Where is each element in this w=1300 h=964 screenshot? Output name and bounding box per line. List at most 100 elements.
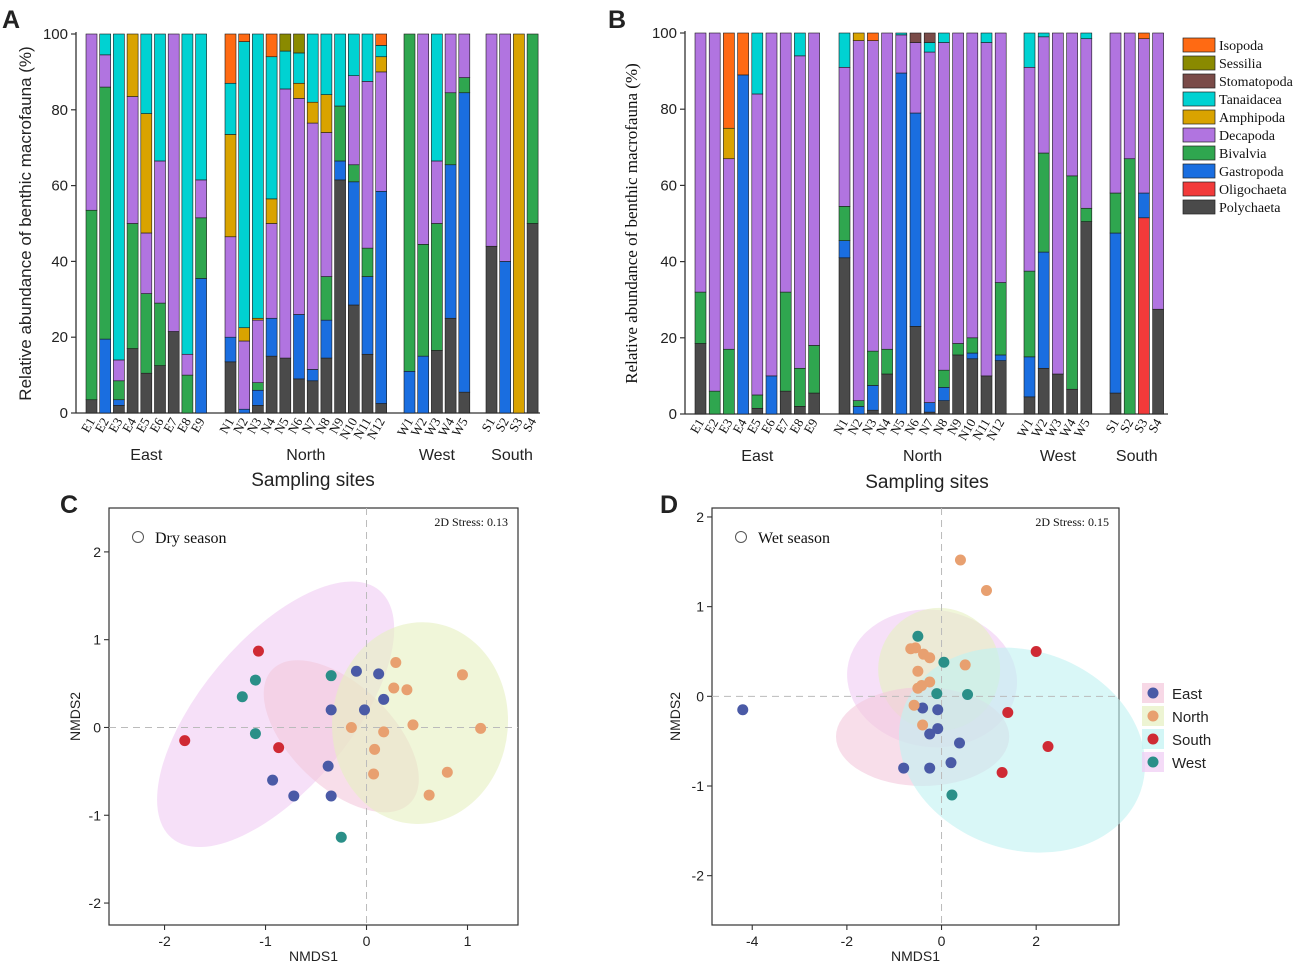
bar-segment-e1-bivalvia (694, 291, 707, 344)
x-tick-label-s4: S4 (1145, 416, 1165, 436)
point-east (945, 757, 957, 769)
x-tick-label-e3: E3 (715, 416, 735, 436)
bar-segment-n5-decapoda (279, 88, 292, 359)
x-tick-label-e8: E8 (786, 416, 806, 436)
bar-segment-n10-decapoda (966, 32, 979, 339)
bar-segment-n4-polychaeta (265, 355, 278, 414)
x-tick-label-e5: E5 (744, 416, 764, 436)
x-tick-label-n8: N8 (312, 415, 333, 436)
bar-segment-n8-gastropoda (938, 387, 950, 401)
legend-label-decapoda: Decapoda (1219, 129, 1276, 144)
bar-segment-n2-bivalvia (852, 400, 865, 407)
point-west (912, 630, 924, 642)
bar-segment-s1-decapoda (485, 33, 498, 247)
bar-segment-s3-decapoda (1138, 38, 1150, 194)
bar-segment-n11-tanaidacea (980, 32, 993, 43)
bar-segment-e3-isopoda (723, 32, 735, 129)
x-tick-label-n4: N4 (873, 416, 894, 438)
legend-label-stomatopoda: Stomatopoda (1219, 75, 1294, 90)
bar-segment-n7-gastropoda (923, 402, 936, 413)
bar-segment-w2-bivalvia (417, 244, 430, 357)
bar-segment-n1-bivalvia (838, 206, 851, 241)
point-south (996, 767, 1008, 779)
point-east (325, 704, 337, 716)
bar-segment-s4-decapoda (1152, 32, 1164, 310)
stress-label: 2D Stress: 0.13 (434, 515, 508, 529)
x-axis-label: Sampling sites (865, 472, 989, 493)
x-tick-label-n3: N3 (859, 416, 880, 437)
bar-segment-w3-bivalvia (431, 223, 443, 351)
x-tick-label-w5: W5 (449, 415, 471, 439)
bar-segment-w2-tanaidacea (1037, 32, 1050, 38)
bar-segment-w3-polychaeta (1052, 373, 1064, 415)
bar-segment-e5-decapoda (140, 232, 153, 294)
point-north (924, 652, 936, 664)
panel-c-nmds-plot: -2 -1 0 1 -2 -1 0 1 2 NMDS1 NMDS2 Dry season 2D Stre… (67, 507, 519, 964)
group-label-north: North (903, 448, 942, 465)
point-north (916, 680, 928, 692)
bar-segment-e6-tanaidacea (154, 33, 166, 162)
bar-segment-n9-polychaeta (952, 354, 964, 415)
bar-segment-n7-tanaidacea (306, 33, 319, 103)
bar-segment-e5-polychaeta (140, 372, 153, 414)
bar-segment-n10-polychaeta (347, 304, 360, 414)
x-tick-label-s1: S1 (478, 415, 498, 434)
point-east (267, 774, 279, 786)
x-tick-label-n2: N2 (844, 416, 865, 437)
bar-segment-n5-decapoda (895, 34, 908, 74)
bar-segment-w3-tanaidacea (431, 33, 443, 162)
bar-segment-n10-bivalvia (347, 164, 360, 183)
bar-segment-n8-decapoda (938, 42, 950, 371)
bar-segment-n3-gastropoda (867, 385, 879, 411)
bar-segment-w1-bivalvia (1023, 270, 1036, 358)
bar-segment-e7-bivalvia (779, 291, 792, 392)
legend-label-north: North (1172, 709, 1209, 726)
x-tick-label-s2: S2 (492, 415, 512, 434)
point-east (924, 762, 936, 774)
x-axis-label: Sampling sites (251, 470, 375, 491)
bar-segment-w4-polychaeta (1066, 388, 1078, 415)
bar-segment-n2-isopoda (238, 33, 250, 42)
bar-segment-s3-amphipoda (513, 33, 525, 414)
point-east (954, 737, 966, 749)
bar-segment-e8-bivalvia (181, 374, 194, 414)
point-east (373, 668, 385, 680)
x-tick-label-e9: E9 (187, 415, 207, 435)
bar-segment-n1-polychaeta (838, 257, 851, 415)
region-legend: East North South West (1142, 683, 1211, 772)
bar-segment-n7-tanaidacea (923, 42, 936, 53)
bar-segment-n8-decapoda (320, 132, 333, 277)
x-tick-label: -2 (158, 933, 171, 949)
point-east (932, 723, 944, 735)
bar-segment-w3-decapoda (431, 160, 443, 224)
bar-segment-n4-decapoda (881, 32, 893, 350)
bar-segment-w1-gastropoda (1023, 356, 1036, 398)
taxa-legend: Isopoda Sessilia Stomatopoda Tanaidacea Amph… (1182, 37, 1294, 216)
point-north (369, 743, 381, 755)
bar-segment-n5-gastropoda (895, 72, 908, 415)
bar-segment-n2-gastropoda (238, 408, 250, 414)
bar-segment-e9-decapoda (808, 32, 820, 346)
bar-segment-e1-decapoda (85, 33, 98, 211)
x-tick-label-e9: E9 (800, 416, 820, 436)
point-south (273, 742, 285, 754)
bar-segment-n3-bivalvia (252, 382, 264, 391)
bar-segment-w1-bivalvia (403, 33, 416, 372)
bar-segment-n10-bivalvia (966, 337, 979, 354)
bar-segment-w2-decapoda (1037, 36, 1050, 154)
bar-segment-n3-gastropoda (252, 389, 264, 406)
bar-segment-n1-decapoda (224, 236, 237, 338)
bar-segment-n4-amphipoda (265, 198, 278, 224)
bar-segment-e9-tanaidacea (195, 33, 207, 181)
bar-segment-e4-gastropoda (737, 74, 749, 415)
season-marker (132, 531, 144, 543)
y-axis-label: Relative abundance of benthic macrofauna… (622, 63, 641, 384)
bar-segment-e2-gastropoda (99, 338, 111, 414)
point-north (423, 789, 435, 801)
point-south (179, 735, 191, 747)
bar-segment-e8-decapoda (794, 55, 806, 369)
y-tick-label: 80 (51, 102, 68, 119)
season-marker (735, 531, 747, 543)
bar-segment-n12-polychaeta (994, 360, 1007, 415)
legend-marker-west (1147, 756, 1159, 768)
